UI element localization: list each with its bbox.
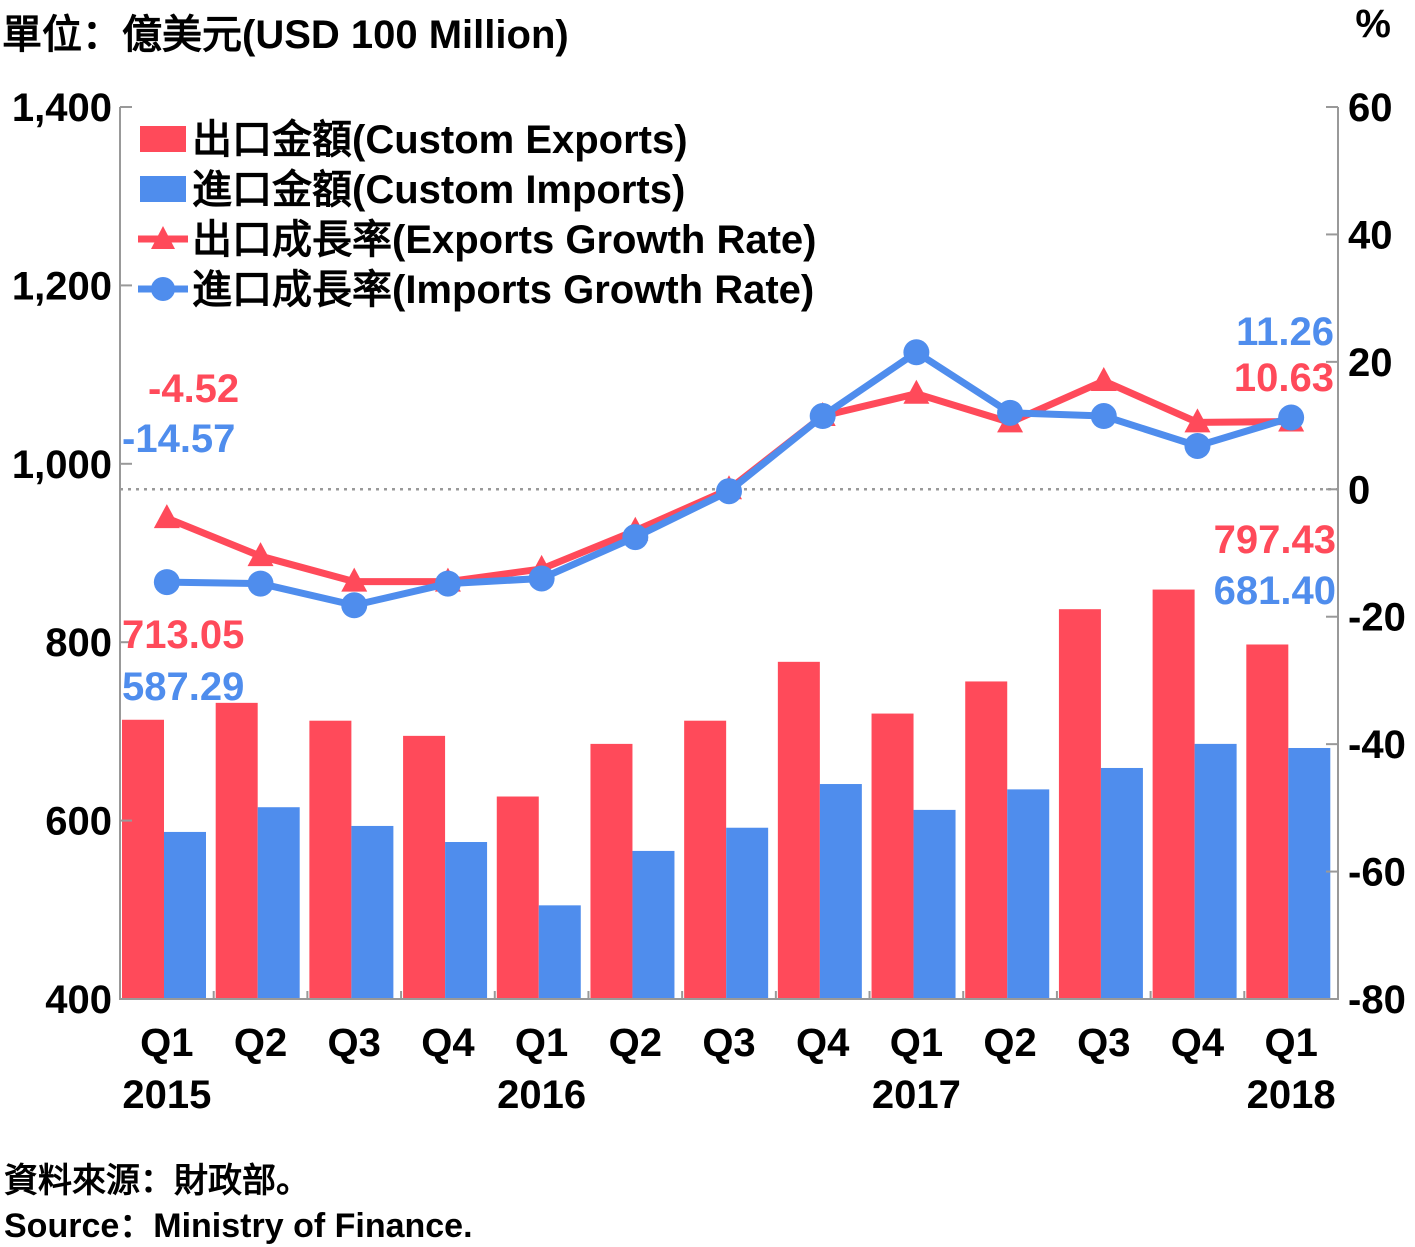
import-bar-5 <box>632 850 675 999</box>
export-bar-12 <box>1246 644 1289 999</box>
import-bar-7 <box>819 784 862 999</box>
year-label-3: 2018 <box>1247 1073 1336 1117</box>
import-bar-9 <box>1007 789 1050 999</box>
imports-growth-point-5 <box>622 524 649 551</box>
x-tick-label-12: Q1 <box>1264 1021 1317 1065</box>
left-tick-label-2: 800 <box>45 621 112 665</box>
right-tick-label-6: 40 <box>1348 213 1393 257</box>
import-bar-10 <box>1100 767 1143 999</box>
export-bar-1 <box>215 702 258 999</box>
data-label-6: 10.63 <box>1234 356 1334 400</box>
year-label-1: 2016 <box>497 1073 586 1117</box>
export-bar-9 <box>965 681 1008 999</box>
right-tick-label-0: -80 <box>1348 978 1406 1022</box>
data-label-7: 11.26 <box>1236 310 1334 354</box>
legend-swatch-1 <box>140 176 186 202</box>
import-bar-8 <box>913 809 956 999</box>
right-tick-label-5: 20 <box>1348 341 1393 385</box>
x-tick-label-3: Q4 <box>421 1021 475 1065</box>
x-tick-label-10: Q3 <box>1077 1021 1130 1065</box>
legend-label-1: 進口金額(Custom Imports) <box>192 167 685 212</box>
x-tick-label-1: Q2 <box>234 1021 287 1065</box>
x-tick-label-11: Q4 <box>1171 1021 1225 1065</box>
imports-growth-point-11 <box>1184 432 1211 459</box>
data-label-1: 587.29 <box>122 665 244 709</box>
export-bar-7 <box>777 661 820 999</box>
export-bar-5 <box>590 743 633 999</box>
imports-growth-point-2 <box>341 592 368 619</box>
data-label-4: 797.43 <box>1214 518 1336 562</box>
data-label-0: 713.05 <box>122 613 244 657</box>
import-bar-1 <box>257 807 300 999</box>
x-tick-label-2: Q3 <box>328 1021 381 1065</box>
import-bar-12 <box>1288 747 1331 999</box>
data-label-5: 681.40 <box>1214 569 1336 613</box>
right-tick-label-7: 60 <box>1348 86 1393 130</box>
imports-growth-point-6 <box>716 478 742 505</box>
import-bar-11 <box>1194 743 1237 999</box>
left-tick-label-1: 600 <box>45 800 112 844</box>
export-bar-3 <box>403 735 446 999</box>
exports-growth-point-1 <box>247 542 274 567</box>
exports-growth-point-8 <box>903 379 930 404</box>
exports-growth-point-10 <box>1090 366 1117 391</box>
x-tick-label-0: Q1 <box>140 1021 193 1065</box>
imports-growth-point-0 <box>153 569 180 596</box>
right-tick-label-1: -60 <box>1348 851 1406 895</box>
x-tick-label-5: Q2 <box>609 1021 662 1065</box>
legend-label-0: 出口金額(Custom Exports) <box>192 117 688 162</box>
data-label-2: -4.52 <box>148 367 239 411</box>
legend-swatch-0 <box>140 126 186 152</box>
imports-growth-point-12 <box>1278 404 1305 431</box>
year-label-2: 2017 <box>872 1073 961 1117</box>
right-tick-label-2: -40 <box>1348 723 1406 767</box>
import-bar-3 <box>445 842 488 999</box>
export-bar-2 <box>309 720 352 999</box>
imports-growth-point-7 <box>809 403 836 430</box>
export-bar-11 <box>1152 589 1195 999</box>
imports-growth-point-4 <box>528 565 555 592</box>
right-tick-label-3: -20 <box>1348 596 1406 640</box>
import-bar-6 <box>726 827 769 999</box>
left-tick-label-4: 1,200 <box>12 264 112 308</box>
imports-growth-point-8 <box>903 339 930 366</box>
x-tick-label-6: Q3 <box>702 1021 755 1065</box>
import-bar-2 <box>351 825 394 999</box>
x-tick-label-9: Q2 <box>983 1021 1036 1065</box>
right-tick-label-4: 0 <box>1348 468 1370 512</box>
imports-growth-point-3 <box>434 570 461 597</box>
legend-label-2: 出口成長率(Exports Growth Rate) <box>192 218 816 262</box>
imports-growth-point-9 <box>997 399 1024 426</box>
legend-marker-3 <box>151 277 175 301</box>
right-axis-unit: % <box>1355 2 1391 46</box>
left-axis-unit: 單位：億美元(USD 100 Million) <box>2 13 569 57</box>
export-bar-4 <box>496 796 539 999</box>
source-en: Source：Ministry of Finance. <box>4 1207 473 1245</box>
left-tick-label-0: 400 <box>45 978 112 1022</box>
export-bar-8 <box>871 713 914 999</box>
exports-growth-point-0 <box>153 504 180 529</box>
imports-growth-point-1 <box>247 570 274 597</box>
left-tick-label-5: 1,400 <box>12 86 112 130</box>
left-tick-label-3: 1,000 <box>12 443 112 487</box>
export-bar-6 <box>684 720 727 999</box>
exports-growth-point-11 <box>1184 408 1211 433</box>
export-bar-10 <box>1058 609 1101 999</box>
data-label-3: -14.57 <box>122 417 235 461</box>
x-tick-label-7: Q4 <box>796 1021 850 1065</box>
legend-label-3: 進口成長率(Imports Growth Rate) <box>192 268 814 312</box>
year-label-0: 2015 <box>122 1073 211 1117</box>
x-tick-label-8: Q1 <box>890 1021 943 1065</box>
import-bar-4 <box>538 905 581 999</box>
legend-marker-2 <box>151 226 175 249</box>
export-bar-0 <box>122 719 164 999</box>
source-zh: 資料來源：財政部。 <box>4 1162 310 1200</box>
x-tick-label-4: Q1 <box>515 1021 568 1065</box>
import-bar-0 <box>164 831 206 999</box>
imports-growth-point-10 <box>1090 403 1117 430</box>
exports-growth-point-2 <box>341 567 368 592</box>
